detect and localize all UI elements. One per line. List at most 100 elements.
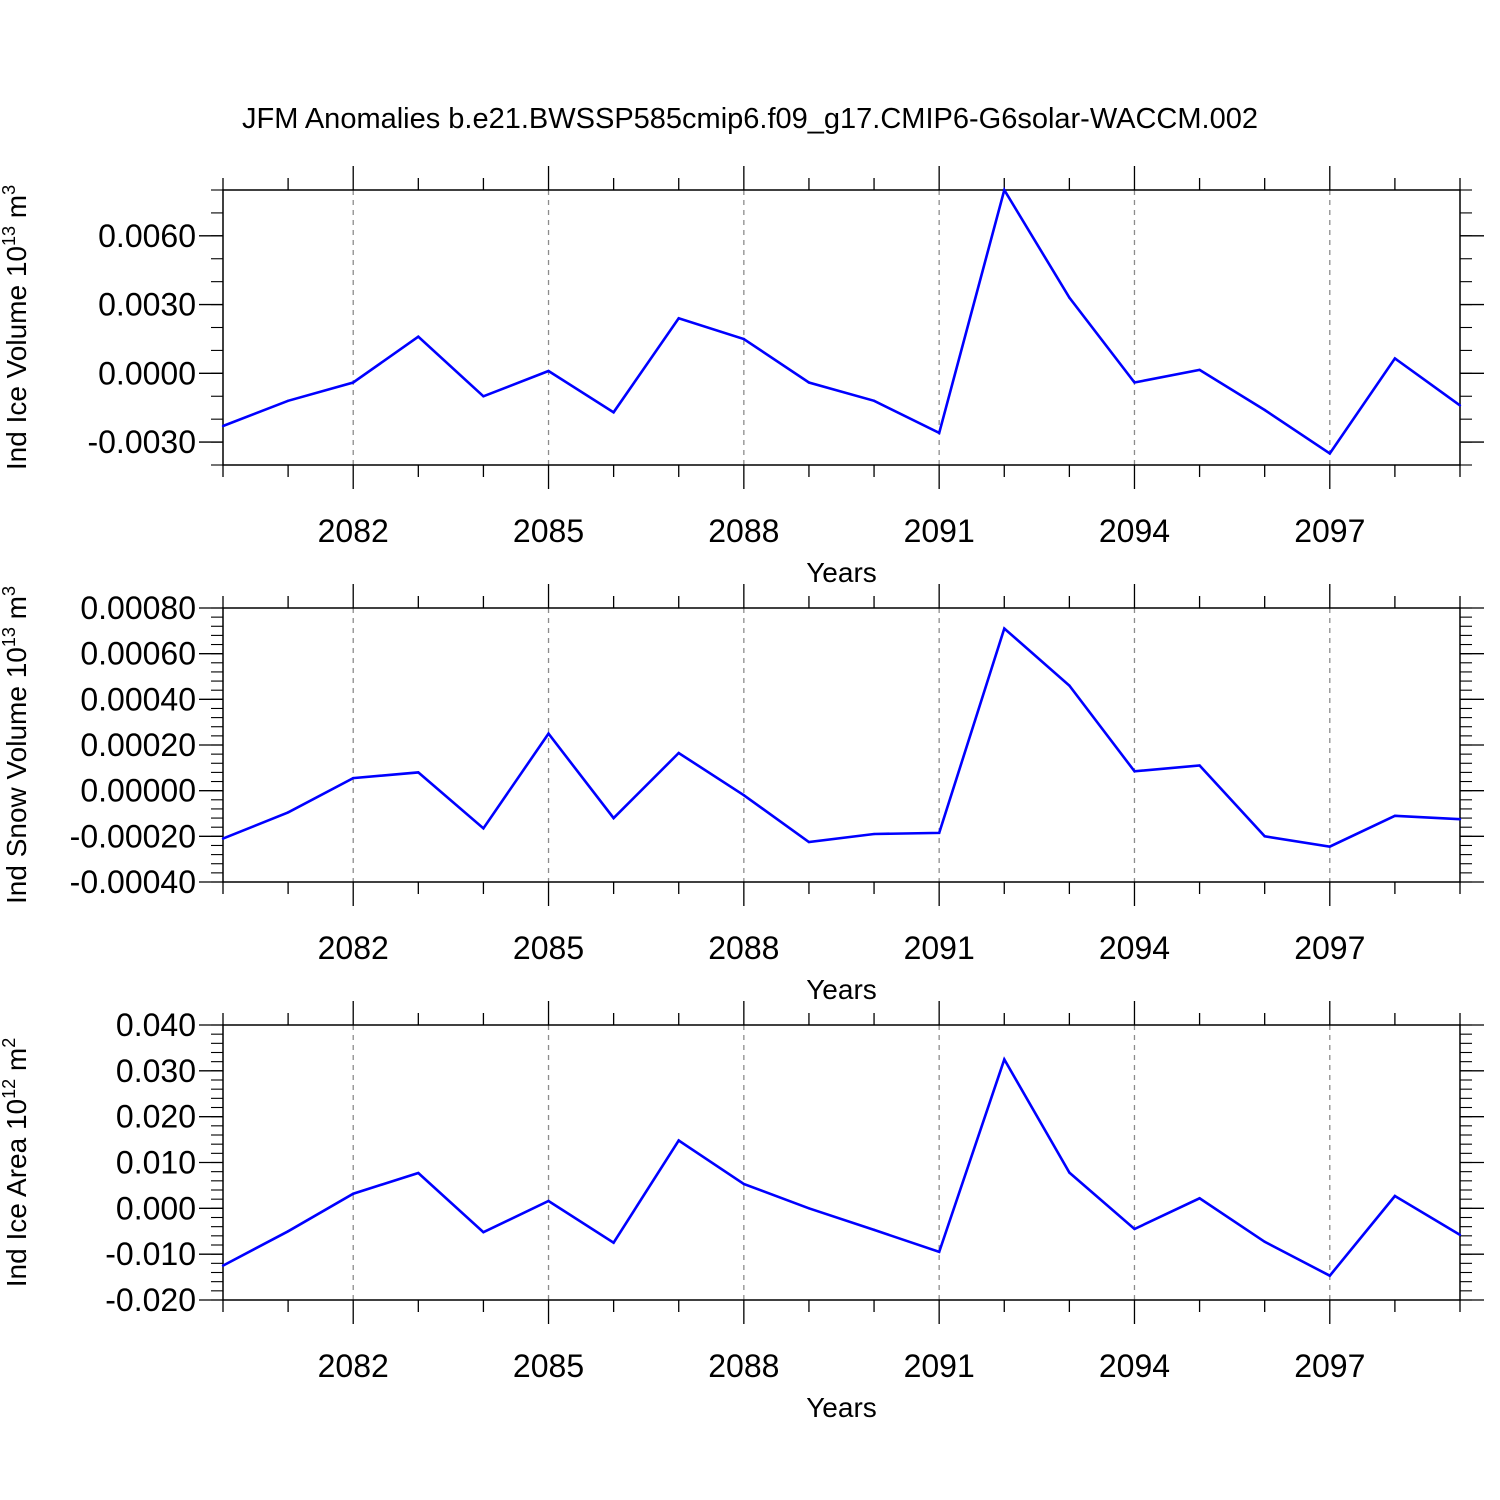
data-point (1198, 1197, 1201, 1200)
x-tick-label: 2097 (1294, 513, 1365, 549)
data-point (612, 816, 615, 820)
data-point (1068, 684, 1071, 687)
data-point (547, 369, 550, 373)
data-point (677, 317, 680, 320)
x-tick-label: 2082 (318, 1348, 389, 1384)
y-axis-label-superscript: 13 (0, 627, 19, 647)
x-tick-label: 2085 (513, 1348, 584, 1384)
figure-title: JFM Anomalies b.e21.BWSSP585cmip6.f09_g1… (242, 103, 1258, 135)
data-point (1198, 368, 1201, 372)
x-tick-label: 2082 (318, 930, 389, 966)
y-tick-label: 0.000 (116, 1190, 196, 1226)
data-point (1328, 452, 1331, 455)
x-tick-label: 2091 (904, 930, 975, 966)
data-point (872, 399, 876, 403)
plot-frame (222, 189, 1461, 466)
y-axis-label-text: m (1, 596, 32, 627)
data-point (807, 840, 811, 844)
y-axis-label-text: Ind Snow Volume 10 (1, 647, 32, 904)
data-point (937, 831, 941, 835)
y-axis-label: Ind Ice Area 1012 m2 (0, 1038, 32, 1288)
data-point (1003, 188, 1006, 192)
y-tick-label: 0.010 (116, 1145, 196, 1181)
x-tick-label: 2094 (1099, 513, 1170, 549)
data-point (1198, 764, 1201, 767)
data-point (1068, 296, 1071, 299)
y-tick-label: -0.00020 (70, 818, 196, 854)
data-point (286, 1230, 290, 1233)
data-point (547, 732, 550, 735)
y-tick-label: 0.040 (116, 1007, 196, 1043)
data-point (1263, 408, 1266, 412)
data-point (417, 1171, 420, 1175)
y-tick-label: 0.00020 (80, 727, 196, 763)
y-tick-label: 0.0060 (98, 218, 196, 254)
data-point (937, 431, 941, 435)
data-line (222, 186, 1461, 456)
y-axis-label-superscript: 3 (0, 185, 19, 195)
y-axis-label: Ind Ice Volume 1013 m3 (0, 185, 32, 470)
data-point (612, 1241, 615, 1244)
x-tick-label: 2094 (1099, 1348, 1170, 1384)
y-axis-label-text: m (1, 1048, 32, 1079)
data-point (286, 399, 290, 403)
x-tick-label: 2085 (513, 513, 584, 549)
panel-1: 2082 2085 2088 2091 2094 2097 -0.0030 0.0000 0.0… (0, 166, 1484, 588)
data-line (222, 626, 1461, 848)
plot-frame (222, 607, 1461, 883)
y-axis-label-superscript: 12 (0, 1079, 19, 1099)
y-axis-label-text: Ind Ice Volume 10 (1, 246, 32, 470)
data-point (221, 1264, 225, 1267)
data-point (1393, 357, 1397, 360)
y-axis-label-superscript: 13 (0, 226, 19, 246)
data-point (352, 381, 355, 384)
y-axis-label: Ind Snow Volume 1013 m3 (0, 586, 32, 904)
data-point (742, 794, 746, 797)
data-point (1003, 1058, 1006, 1061)
data-point (872, 832, 876, 836)
data-point (221, 424, 225, 428)
data-point (352, 1192, 355, 1195)
y-tick-label: 0.00080 (80, 590, 196, 626)
panel-3: 2082 2085 2088 2091 2094 2097 -0.020 -0.010 0.00… (0, 1001, 1484, 1423)
data-point (417, 335, 420, 338)
x-tick-label: 2082 (318, 513, 389, 549)
y-tick-label: -0.0030 (87, 424, 196, 460)
y-tick-label: 0.020 (116, 1099, 196, 1135)
data-point (742, 337, 746, 341)
x-tick-label: 2094 (1099, 930, 1170, 966)
x-tick-label: 2088 (708, 513, 779, 549)
y-tick-label: 0.00000 (80, 773, 196, 809)
panel-2: 2082 2085 2088 2091 2094 2097 -0.00040 -0.00020… (0, 584, 1484, 1005)
data-point (1003, 627, 1006, 630)
data-point (1458, 818, 1462, 821)
data-point (482, 1230, 485, 1234)
x-axis-label: Years (806, 557, 877, 588)
data-point (352, 776, 355, 780)
data-point (547, 1199, 550, 1203)
y-axis-label-text: m (1, 195, 32, 226)
plot-frame (222, 1024, 1461, 1301)
x-tick-label: 2091 (904, 1348, 975, 1384)
y-tick-label: -0.020 (105, 1282, 196, 1318)
y-tick-label: 0.0030 (98, 287, 196, 323)
data-point (742, 1182, 746, 1186)
data-point (1263, 835, 1266, 838)
data-point (1263, 1240, 1266, 1243)
data-point (1393, 814, 1397, 817)
y-axis-label-superscript: 3 (0, 586, 19, 596)
data-point (482, 395, 485, 398)
y-axis-label-superscript: 2 (0, 1038, 19, 1048)
y-tick-label: -0.010 (105, 1236, 196, 1272)
data-point (1328, 845, 1331, 848)
y-tick-label: -0.00040 (70, 864, 196, 900)
data-point (1068, 1171, 1071, 1174)
x-tick-label: 2097 (1294, 930, 1365, 966)
data-point (1133, 770, 1136, 773)
y-axis-label-text: Ind Ice Area 10 (1, 1099, 32, 1287)
data-point (807, 1207, 811, 1210)
data-point (482, 827, 485, 830)
data-point (1458, 404, 1462, 407)
data-point (1393, 1194, 1397, 1198)
